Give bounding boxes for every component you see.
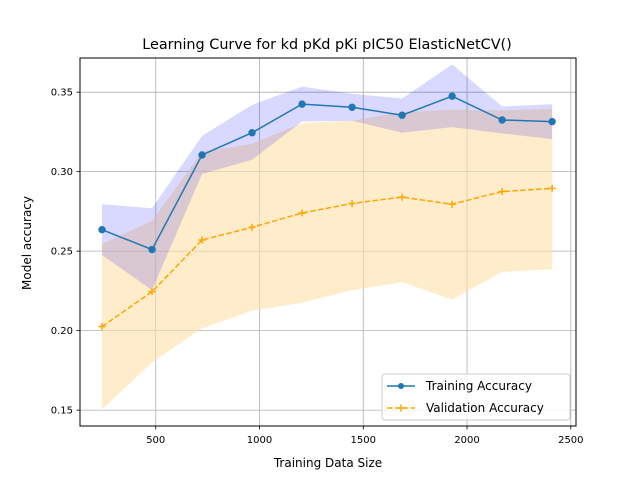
validation-accuracy-point [198, 236, 206, 244]
training-accuracy-point [198, 151, 206, 159]
y-tick-label: 0.30 [51, 167, 73, 178]
validation-accuracy-point [248, 223, 256, 231]
training-accuracy-point [548, 117, 556, 126]
y-axis-label: Model accuracy [20, 196, 34, 290]
validation-accuracy-line [101, 187, 553, 328]
plot-frame [79, 57, 577, 427]
series-lines [101, 95, 553, 328]
x-tick-label: 1000 [247, 435, 272, 446]
x-tick-label: 500 [146, 435, 165, 446]
validation-accuracy-point [398, 193, 406, 201]
x-axis-ticks: 500 1000 1500 2000 2500 [146, 426, 584, 446]
y-axis-ticks: 0.15 0.20 0.25 0.30 0.35 [51, 88, 80, 417]
y-tick-label: 0.35 [51, 88, 73, 99]
training-accuracy-line [101, 95, 553, 251]
x-tick-label: 1500 [351, 435, 376, 446]
validation-accuracy-band [101, 108, 553, 410]
validation-accuracy-point [448, 200, 456, 208]
x-tick-label: 2000 [454, 435, 479, 446]
training-accuracy-band [101, 64, 553, 291]
y-tick-label: 0.25 [51, 247, 73, 258]
legend-label-training: Training Accuracy [425, 379, 532, 393]
training-accuracy-point [498, 116, 506, 124]
validation-accuracy-point [348, 199, 356, 207]
training-accuracy-point [398, 111, 406, 119]
validation-accuracy-point [298, 209, 306, 217]
x-axis-label: Training Data Size [273, 456, 382, 470]
validation-accuracy-point [548, 184, 556, 192]
legend: Training Accuracy Validation Accuracy [381, 373, 571, 421]
validation-accuracy-point [148, 288, 156, 296]
confidence-bands [101, 64, 553, 410]
legend-swatch-training-marker [398, 383, 404, 389]
training-accuracy-point [148, 245, 156, 254]
legend-box [381, 373, 571, 421]
legend-label-validation: Validation Accuracy [426, 401, 544, 415]
y-tick-label: 0.15 [51, 406, 73, 417]
training-accuracy-point [298, 100, 306, 108]
chart-title: Learning Curve for kd pKd pKi pIC50 Elas… [142, 37, 512, 53]
training-accuracy-point [448, 92, 456, 100]
series-markers [98, 92, 556, 331]
training-accuracy-point [248, 129, 256, 137]
y-tick-label: 0.20 [51, 326, 73, 337]
training-accuracy-point [98, 225, 106, 234]
validation-accuracy-point [98, 323, 106, 331]
training-accuracy-point [348, 103, 356, 111]
x-tick-label: 2500 [558, 435, 583, 446]
legend-swatch-validation-marker [397, 404, 405, 412]
validation-accuracy-point [498, 188, 506, 196]
